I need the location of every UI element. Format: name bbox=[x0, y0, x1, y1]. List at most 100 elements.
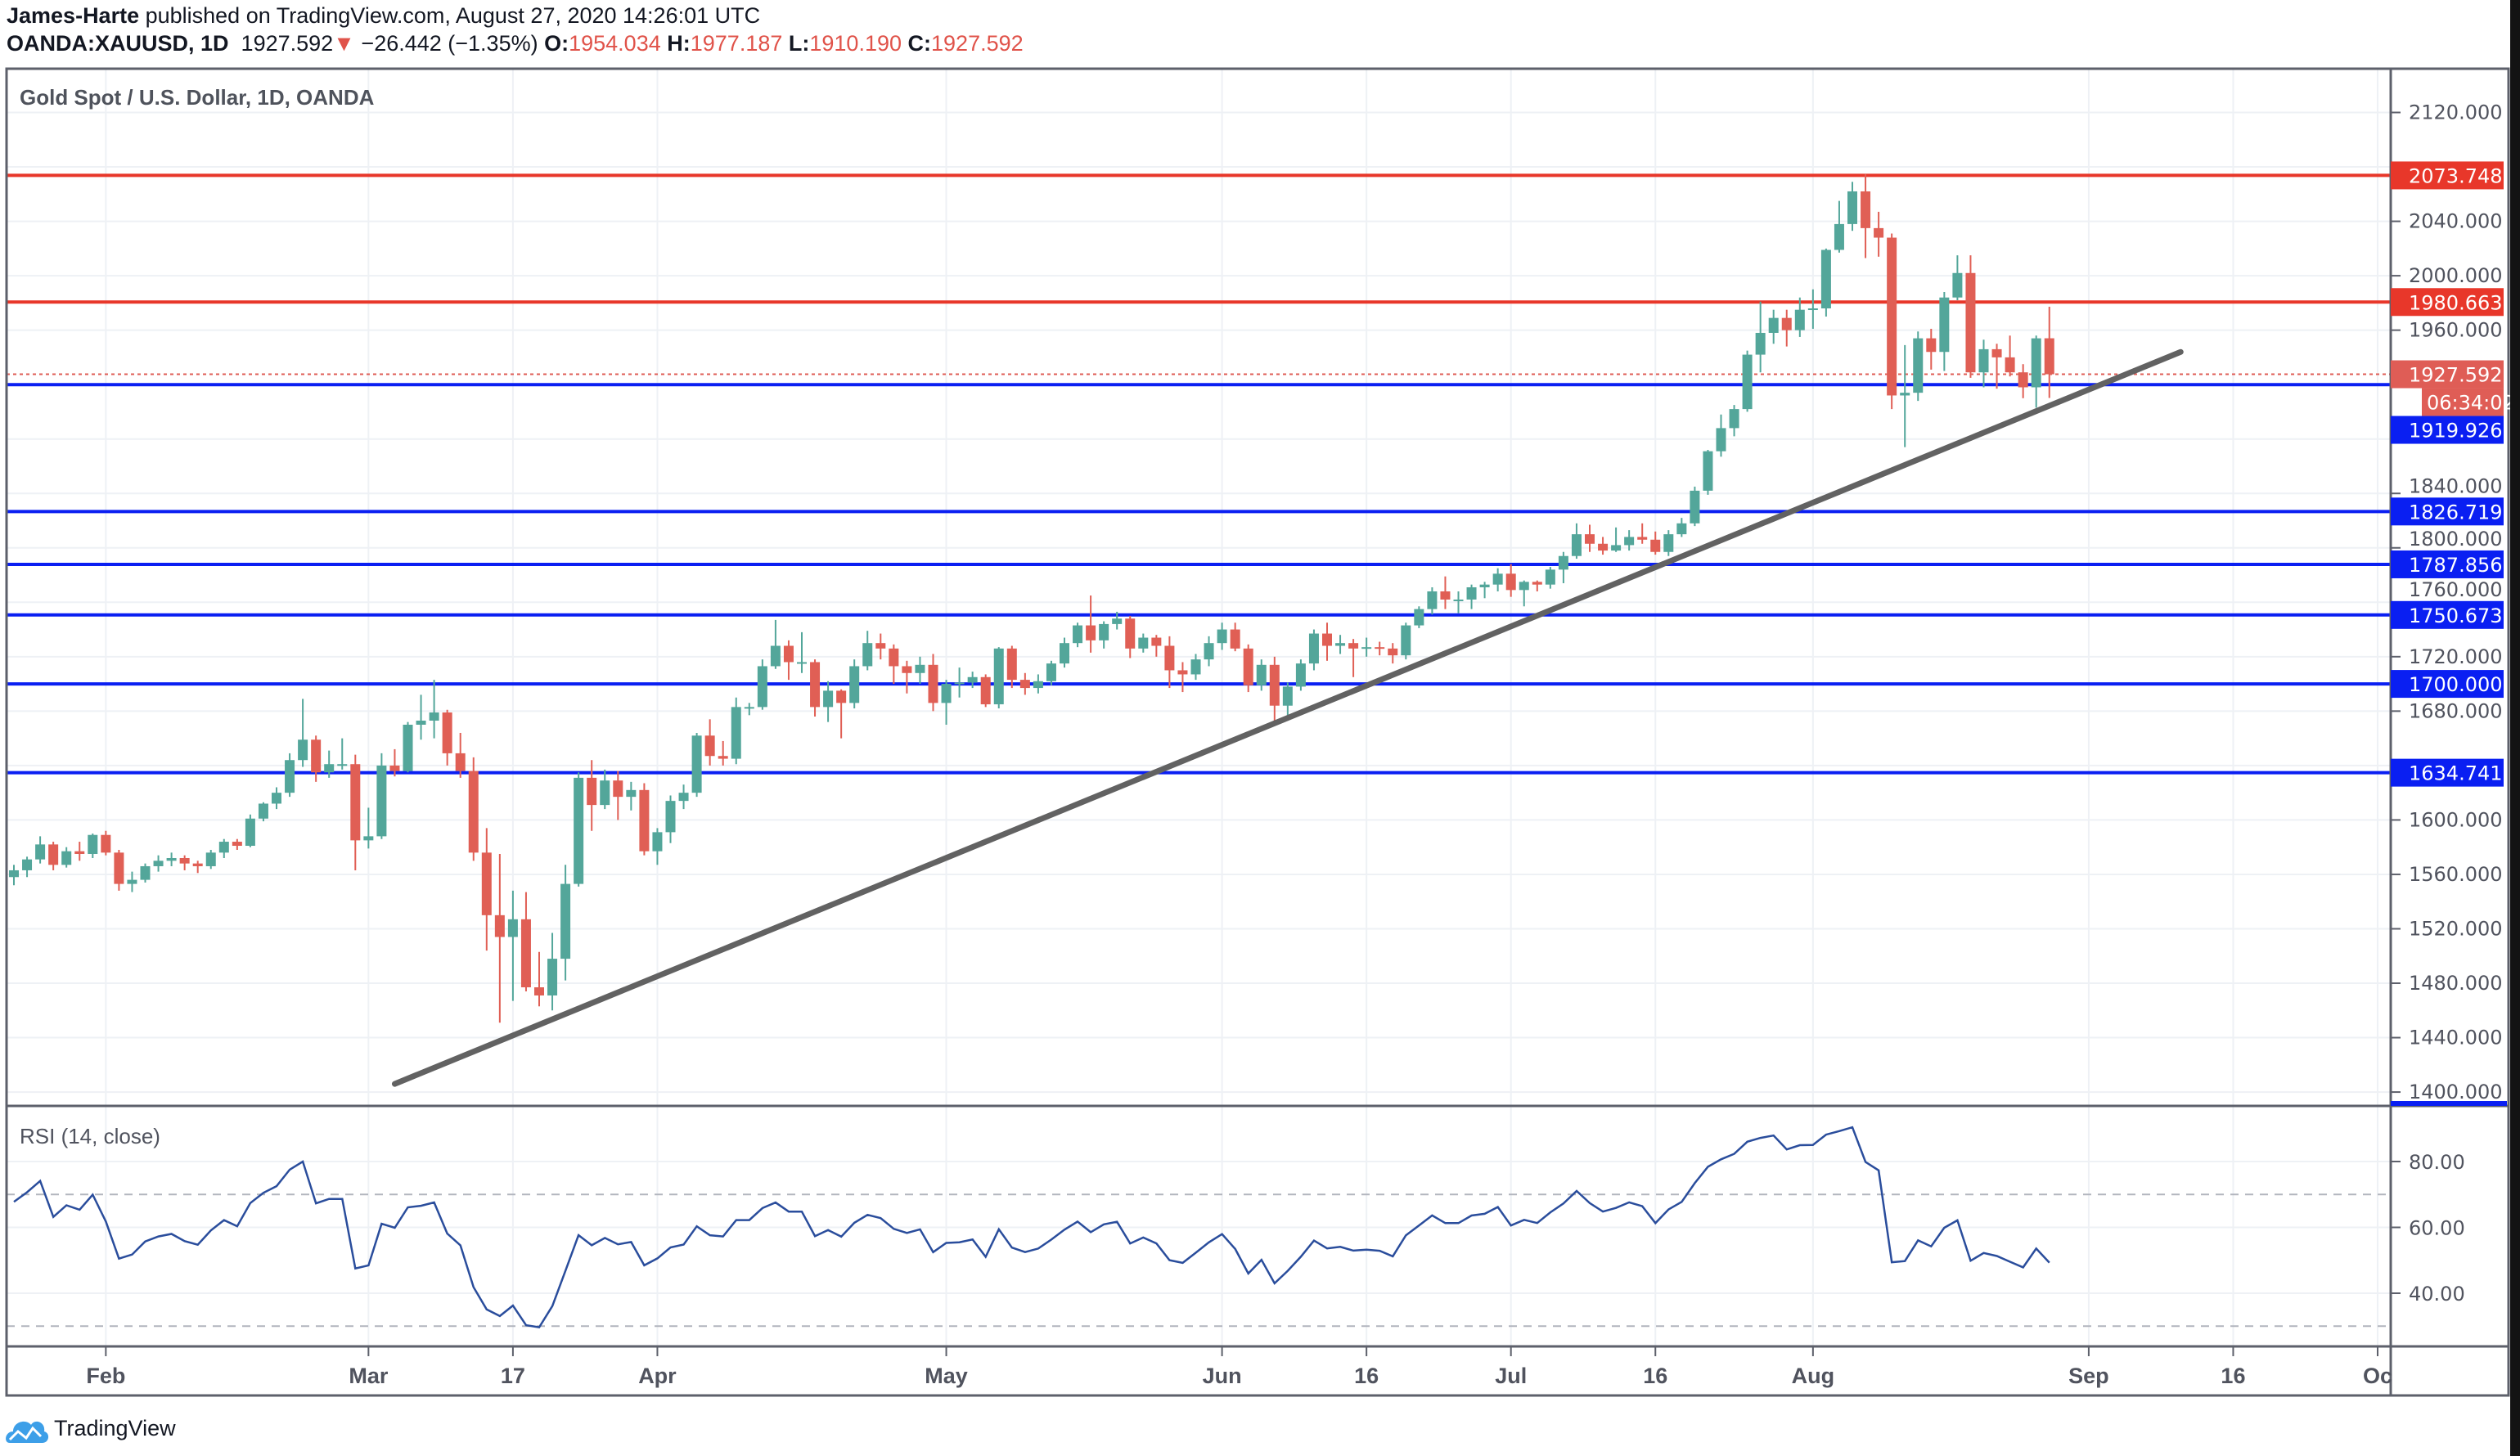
candle-up bbox=[731, 707, 741, 759]
price-tick-label: 2000.000 bbox=[2409, 264, 2503, 287]
candle-down bbox=[534, 987, 544, 995]
rsi-line bbox=[13, 1126, 2050, 1328]
ohlc-legend: OANDA:XAUUSD, 1D 1927.592▼ −26.442 (−1.3… bbox=[7, 31, 1024, 56]
candle-down bbox=[902, 666, 912, 673]
candle-down bbox=[520, 919, 531, 988]
low-value: 1910.190 bbox=[809, 31, 902, 56]
time-tick-label: Oc bbox=[2363, 1364, 2392, 1388]
candle-down bbox=[639, 789, 650, 852]
candle-up bbox=[1703, 451, 1713, 491]
candle-up bbox=[626, 789, 637, 798]
candle-up bbox=[1112, 618, 1123, 624]
candle-up bbox=[1099, 623, 1109, 640]
candle-up bbox=[376, 765, 387, 837]
candle-up bbox=[1558, 555, 1568, 570]
candle-down bbox=[810, 662, 821, 708]
candle-up bbox=[1453, 599, 1464, 601]
high-label: H: bbox=[667, 31, 691, 56]
resistance-level-label: 2073.748 bbox=[2409, 164, 2503, 187]
time-tick-label: Jun bbox=[1203, 1364, 1242, 1388]
candle-up bbox=[1282, 686, 1293, 706]
candle-up bbox=[1807, 308, 1818, 311]
candle-up bbox=[1190, 659, 1201, 675]
candle-up bbox=[1427, 591, 1438, 609]
low-label: L: bbox=[788, 31, 810, 56]
candle-up bbox=[88, 834, 98, 854]
candle-down bbox=[836, 690, 847, 703]
candle-down bbox=[1637, 537, 1648, 540]
candle-down bbox=[468, 771, 479, 853]
candle-down bbox=[875, 643, 886, 649]
rsi-tick-label: 40.00 bbox=[2409, 1283, 2465, 1305]
candle-down bbox=[1861, 191, 1871, 228]
candle-up bbox=[574, 777, 584, 884]
candle-up bbox=[1768, 317, 1779, 333]
candle-down bbox=[179, 857, 190, 864]
candles bbox=[9, 173, 2054, 1023]
candle-down bbox=[192, 863, 203, 866]
support-level-label: 1787.856 bbox=[2409, 554, 2503, 577]
candle-down bbox=[1926, 338, 1937, 353]
price-tick-label: 1680.000 bbox=[2409, 699, 2503, 722]
candle-up bbox=[993, 648, 1004, 705]
candle-down bbox=[1781, 317, 1792, 330]
candle-up bbox=[652, 832, 663, 852]
candle-up bbox=[205, 852, 216, 866]
trendline[interactable] bbox=[391, 348, 2184, 1087]
candle-up bbox=[1676, 523, 1687, 535]
price-tick-label: 1520.000 bbox=[2409, 917, 2503, 940]
price-tick-label: 1560.000 bbox=[2409, 863, 2503, 886]
candle-up bbox=[1690, 490, 1700, 524]
support-level-label: 1750.673 bbox=[2409, 604, 2503, 627]
candle-up bbox=[1217, 629, 1227, 644]
candle-up bbox=[1624, 537, 1635, 546]
close-label: C: bbox=[907, 31, 932, 56]
candle-up bbox=[1794, 309, 1805, 330]
window-edge bbox=[2510, 0, 2520, 1456]
candle-up bbox=[403, 724, 413, 771]
candle-up bbox=[1256, 664, 1267, 685]
price-axis[interactable]: Feb Mar 17 Apr May Jun 16 Jul 16 Aug Sep 16 Oc 2120.0… bbox=[86, 101, 2502, 1389]
candle-up bbox=[849, 666, 860, 703]
support-level-label: 1826.719 bbox=[2409, 501, 2503, 524]
candle-down bbox=[1874, 227, 1884, 238]
candle-up bbox=[1742, 354, 1753, 410]
tradingview-logo[interactable]: TradingView bbox=[5, 1412, 176, 1445]
price-tick-label: 1760.000 bbox=[2409, 578, 2503, 601]
candle-up bbox=[166, 857, 177, 861]
support-level-badge bbox=[2391, 550, 2504, 578]
price-tick-label: 2120.000 bbox=[2409, 101, 2503, 124]
candle-up bbox=[1755, 332, 1766, 355]
candle-up bbox=[1611, 545, 1622, 551]
candle-up bbox=[744, 707, 754, 709]
candle-up bbox=[1545, 569, 1555, 585]
candle-up bbox=[862, 643, 873, 667]
candle-up bbox=[1834, 223, 1844, 250]
time-tick-label: 16 bbox=[1354, 1364, 1379, 1388]
author-name[interactable]: James-Harte bbox=[7, 3, 140, 28]
time-tick-label: Apr bbox=[638, 1364, 677, 1388]
candle-up bbox=[547, 959, 558, 995]
close-value: 1927.592 bbox=[931, 31, 1024, 56]
price-tick-label: 2040.000 bbox=[2409, 210, 2503, 233]
candle-down bbox=[1322, 633, 1332, 646]
candle-up bbox=[429, 712, 439, 721]
high-value: 1977.187 bbox=[690, 31, 783, 56]
candle-down bbox=[1388, 648, 1398, 656]
candle-down bbox=[2018, 372, 2028, 388]
candle-up bbox=[285, 760, 295, 793]
candle-down bbox=[494, 914, 505, 937]
candle-up bbox=[1900, 393, 1910, 396]
horizontal-levels bbox=[7, 173, 2391, 775]
candle-up bbox=[153, 861, 164, 866]
candle-down bbox=[389, 765, 400, 771]
candle-up bbox=[1046, 663, 1056, 681]
candle-down bbox=[783, 645, 794, 663]
last-price-label: 1927.592 bbox=[2409, 364, 2503, 387]
time-tick-label: Feb bbox=[86, 1364, 125, 1388]
candle-down bbox=[1598, 543, 1609, 551]
candle-up bbox=[337, 764, 348, 766]
candle-up bbox=[600, 780, 610, 806]
time-tick-label: Jul bbox=[1495, 1364, 1527, 1388]
